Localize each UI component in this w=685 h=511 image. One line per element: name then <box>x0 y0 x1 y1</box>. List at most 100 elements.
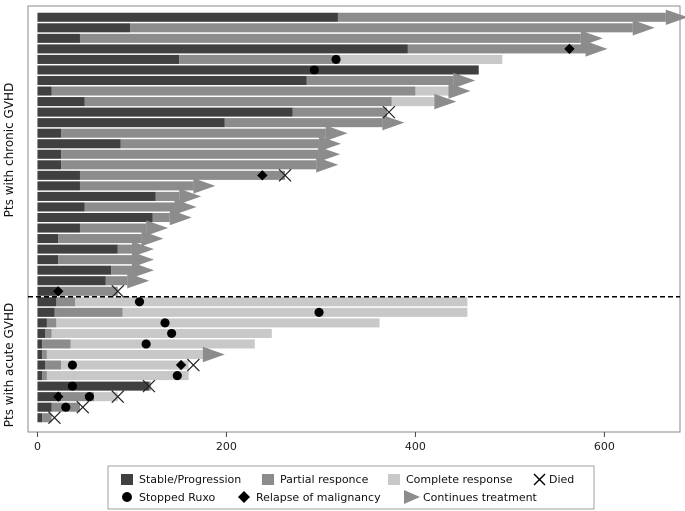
bar-segment-partial <box>292 107 388 117</box>
bar-segment-stable <box>37 65 479 75</box>
relapse-marker <box>53 286 64 297</box>
bar-segment-stable <box>37 276 106 286</box>
relapse-marker <box>53 391 64 402</box>
bar-segment-partial <box>224 118 383 128</box>
bar-segment-stable <box>37 33 80 43</box>
stopped-ruxo-marker <box>67 381 78 391</box>
died-marker <box>111 284 125 298</box>
legend-swatch-partial <box>262 474 274 485</box>
bar-segment-partial <box>42 371 47 381</box>
bar-segment-partial <box>152 212 170 223</box>
legend-label-complete: Complete response <box>406 473 513 486</box>
continues-arrow-icon <box>202 346 225 363</box>
continues-arrow-icon <box>632 20 655 36</box>
bar-segment-stable <box>37 328 46 338</box>
bar-segment-stable <box>37 97 85 107</box>
bar-segment-partial <box>61 128 326 138</box>
legend-label-stable: Stable/Progression <box>139 473 241 486</box>
bar-segment-partial <box>61 149 319 159</box>
continues-arrow-icon <box>141 230 164 247</box>
bar-segment-partial <box>42 339 71 349</box>
relapse-marker <box>564 43 575 55</box>
bar-segment-stable <box>37 244 118 254</box>
died-marker <box>382 105 396 119</box>
bar-segment-complete <box>415 86 449 96</box>
stopped-ruxo-marker <box>61 402 71 412</box>
bar-segment-complete <box>391 97 435 107</box>
bar-segment-partial <box>120 139 320 149</box>
continues-arrow-icon <box>585 41 608 57</box>
bar-segment-partial <box>84 97 392 107</box>
bar-segment-partial <box>79 33 581 43</box>
stopped-ruxo-marker <box>160 318 170 328</box>
continues-arrow-icon <box>146 220 169 236</box>
bar-segment-partial <box>148 381 151 391</box>
bar-segment-complete <box>75 297 468 307</box>
continues-arrow-icon <box>665 9 685 25</box>
bar-segment-stable <box>37 234 59 244</box>
stopped-ruxo-marker <box>331 54 341 65</box>
bar-segment-stable <box>37 181 80 191</box>
legend-box <box>107 465 595 510</box>
died-marker <box>48 411 61 425</box>
bar-segment-partial <box>56 297 76 307</box>
bar-segment-stable <box>37 297 57 307</box>
bar-segment-stable <box>37 44 408 54</box>
bar-segment-stable <box>37 349 43 360</box>
bar-segment-stable <box>37 212 153 223</box>
legend-label-partial: Partial responce <box>280 473 369 486</box>
continues-arrow-icon <box>448 83 471 99</box>
bar-segment-stable <box>37 413 43 423</box>
continues-arrow-icon <box>131 251 154 268</box>
legend-died-icon <box>533 473 546 486</box>
bar-segment-stable <box>37 255 59 265</box>
bar-segment-complete <box>61 360 189 370</box>
bar-segment-stable <box>37 286 59 296</box>
stopped-ruxo-marker <box>141 339 151 349</box>
legend-label-continues: Continues treatment <box>423 491 538 504</box>
continues-arrow-icon <box>131 262 154 278</box>
bar-segment-complete <box>46 349 203 360</box>
group-label-acute: Pts with acute GVHD <box>2 303 16 428</box>
bar-segment-partial <box>306 75 454 86</box>
bar-segment-stable <box>37 402 52 412</box>
continues-arrow-icon <box>318 146 341 162</box>
bar-segment-stable <box>37 265 112 275</box>
bar-segment-stable <box>37 392 62 402</box>
bar-segment-partial <box>45 328 52 338</box>
bar-segment-stable <box>37 12 338 22</box>
bar-segment-stable <box>37 149 62 159</box>
bar-segment-stable <box>37 339 43 349</box>
bar-segment-stable <box>37 318 47 328</box>
bar-segment-partial <box>58 234 142 244</box>
x-axis: 0 200 400 600 <box>34 432 615 453</box>
bar-segment-partial <box>58 286 118 296</box>
bar-segment-stable <box>37 54 180 64</box>
bar-segment-complete <box>46 371 189 381</box>
bar-segment-stable <box>37 118 225 128</box>
bar-segment-stable <box>37 223 80 233</box>
bar-segment-stable <box>37 107 293 117</box>
bar-segment-partial <box>179 54 340 64</box>
died-marker <box>278 168 292 182</box>
bar-segment-stable <box>37 86 52 96</box>
continues-arrow-icon <box>193 178 216 194</box>
x-tick-label: 200 <box>216 440 237 453</box>
bar-segment-partial <box>42 349 47 360</box>
bar-segment-stable <box>37 381 149 391</box>
legend-swatch-stable <box>121 474 133 485</box>
bar-segment-complete <box>70 339 255 349</box>
bar-segment-partial <box>155 191 180 201</box>
legend-continues-icon <box>404 490 420 504</box>
bar-segment-partial <box>61 160 317 170</box>
stopped-ruxo-marker <box>67 360 78 370</box>
bar-segment-stable <box>37 139 121 149</box>
bar-segment-partial <box>337 12 666 22</box>
x-tick-label: 600 <box>594 440 615 453</box>
bar-segment-stable <box>37 170 80 180</box>
died-marker <box>186 358 200 372</box>
continues-arrow-icon <box>174 199 197 215</box>
legend-swatch-complete <box>388 474 400 485</box>
bar-segment-partial <box>79 223 147 233</box>
bar-segment-complete <box>94 392 118 402</box>
